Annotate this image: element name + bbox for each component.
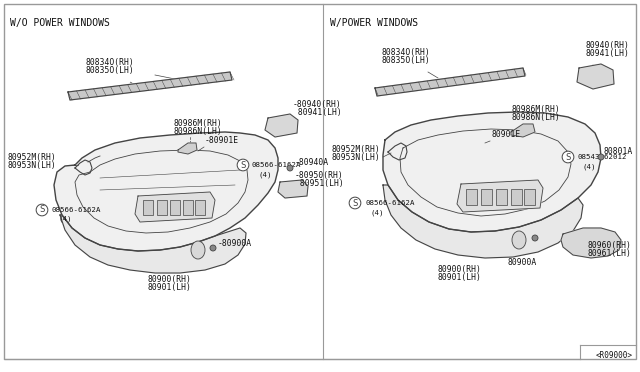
Text: 80986M(RH): 80986M(RH) — [511, 105, 560, 114]
Text: 08566-6162A: 08566-6162A — [365, 200, 415, 206]
Ellipse shape — [512, 231, 526, 249]
Text: 80900(RH): 80900(RH) — [438, 265, 482, 274]
Text: -80940A: -80940A — [295, 158, 329, 167]
Text: 80952M(RH): 80952M(RH) — [8, 153, 57, 162]
Text: 80901E: 80901E — [491, 130, 520, 139]
Text: 80900(RH): 80900(RH) — [148, 275, 192, 284]
Text: 80941(LH): 80941(LH) — [293, 108, 342, 117]
Text: 80941(LH): 80941(LH) — [585, 49, 629, 58]
Bar — [170, 200, 180, 215]
Bar — [466, 189, 477, 205]
Text: W/O POWER WINDOWS: W/O POWER WINDOWS — [10, 18, 110, 28]
Circle shape — [287, 165, 293, 171]
Text: 08543-62012: 08543-62012 — [577, 154, 627, 160]
Text: (4): (4) — [371, 209, 385, 215]
Text: 80834O(RH): 80834O(RH) — [85, 58, 134, 67]
Text: 80834O(RH): 80834O(RH) — [381, 48, 429, 57]
Text: W/POWER WINDOWS: W/POWER WINDOWS — [330, 18, 418, 28]
Text: 80900A: 80900A — [508, 258, 537, 267]
Bar — [157, 200, 167, 215]
Polygon shape — [561, 228, 621, 258]
Bar — [524, 189, 535, 205]
Text: 08566-6162A: 08566-6162A — [252, 162, 301, 168]
Circle shape — [210, 245, 216, 251]
Polygon shape — [457, 180, 543, 212]
Ellipse shape — [191, 241, 205, 259]
Text: 80960(RH): 80960(RH) — [588, 241, 632, 250]
Text: <R09000>: <R09000> — [596, 351, 633, 360]
Polygon shape — [383, 112, 601, 232]
Text: 80951(LH): 80951(LH) — [295, 179, 344, 188]
Text: (4): (4) — [583, 163, 596, 170]
Text: 80986M(RH): 80986M(RH) — [173, 119, 221, 128]
Text: (4): (4) — [58, 216, 72, 222]
Bar — [183, 200, 193, 215]
Text: -80950(RH): -80950(RH) — [295, 171, 344, 180]
Bar — [143, 200, 153, 215]
Polygon shape — [577, 64, 614, 89]
Bar — [496, 189, 507, 205]
Polygon shape — [68, 72, 232, 100]
Text: S: S — [39, 205, 45, 215]
Text: 80961(LH): 80961(LH) — [588, 249, 632, 258]
Text: 08566-6162A: 08566-6162A — [52, 207, 102, 213]
Polygon shape — [265, 114, 298, 137]
Polygon shape — [375, 68, 525, 96]
Bar — [481, 189, 492, 205]
Text: S: S — [565, 153, 571, 161]
Polygon shape — [135, 192, 215, 222]
Polygon shape — [178, 143, 197, 154]
Text: 80986N(LH): 80986N(LH) — [173, 127, 221, 136]
Text: S: S — [352, 199, 358, 208]
Text: (4): (4) — [258, 171, 271, 177]
Text: 80801A: 80801A — [603, 147, 632, 156]
Polygon shape — [278, 180, 308, 198]
Polygon shape — [60, 215, 246, 273]
Polygon shape — [383, 185, 583, 258]
Text: 80835O(LH): 80835O(LH) — [381, 56, 429, 65]
Text: 80940(RH): 80940(RH) — [585, 41, 629, 50]
Bar — [195, 200, 205, 215]
Text: 80901(LH): 80901(LH) — [148, 283, 192, 292]
Polygon shape — [511, 124, 535, 137]
Text: S: S — [240, 160, 246, 170]
Text: -80940(RH): -80940(RH) — [293, 100, 342, 109]
Circle shape — [598, 154, 604, 160]
Text: 80986N(LH): 80986N(LH) — [511, 113, 560, 122]
Text: 80953N(LH): 80953N(LH) — [331, 153, 380, 162]
Text: 80953N(LH): 80953N(LH) — [8, 161, 57, 170]
Text: 80835O(LH): 80835O(LH) — [85, 66, 134, 75]
Text: -80900A: -80900A — [218, 239, 252, 248]
Bar — [511, 189, 522, 205]
Text: 80952M(RH): 80952M(RH) — [331, 145, 380, 154]
Text: -80901E: -80901E — [205, 136, 239, 145]
Text: 80901(LH): 80901(LH) — [438, 273, 482, 282]
Circle shape — [532, 235, 538, 241]
Polygon shape — [54, 132, 278, 251]
